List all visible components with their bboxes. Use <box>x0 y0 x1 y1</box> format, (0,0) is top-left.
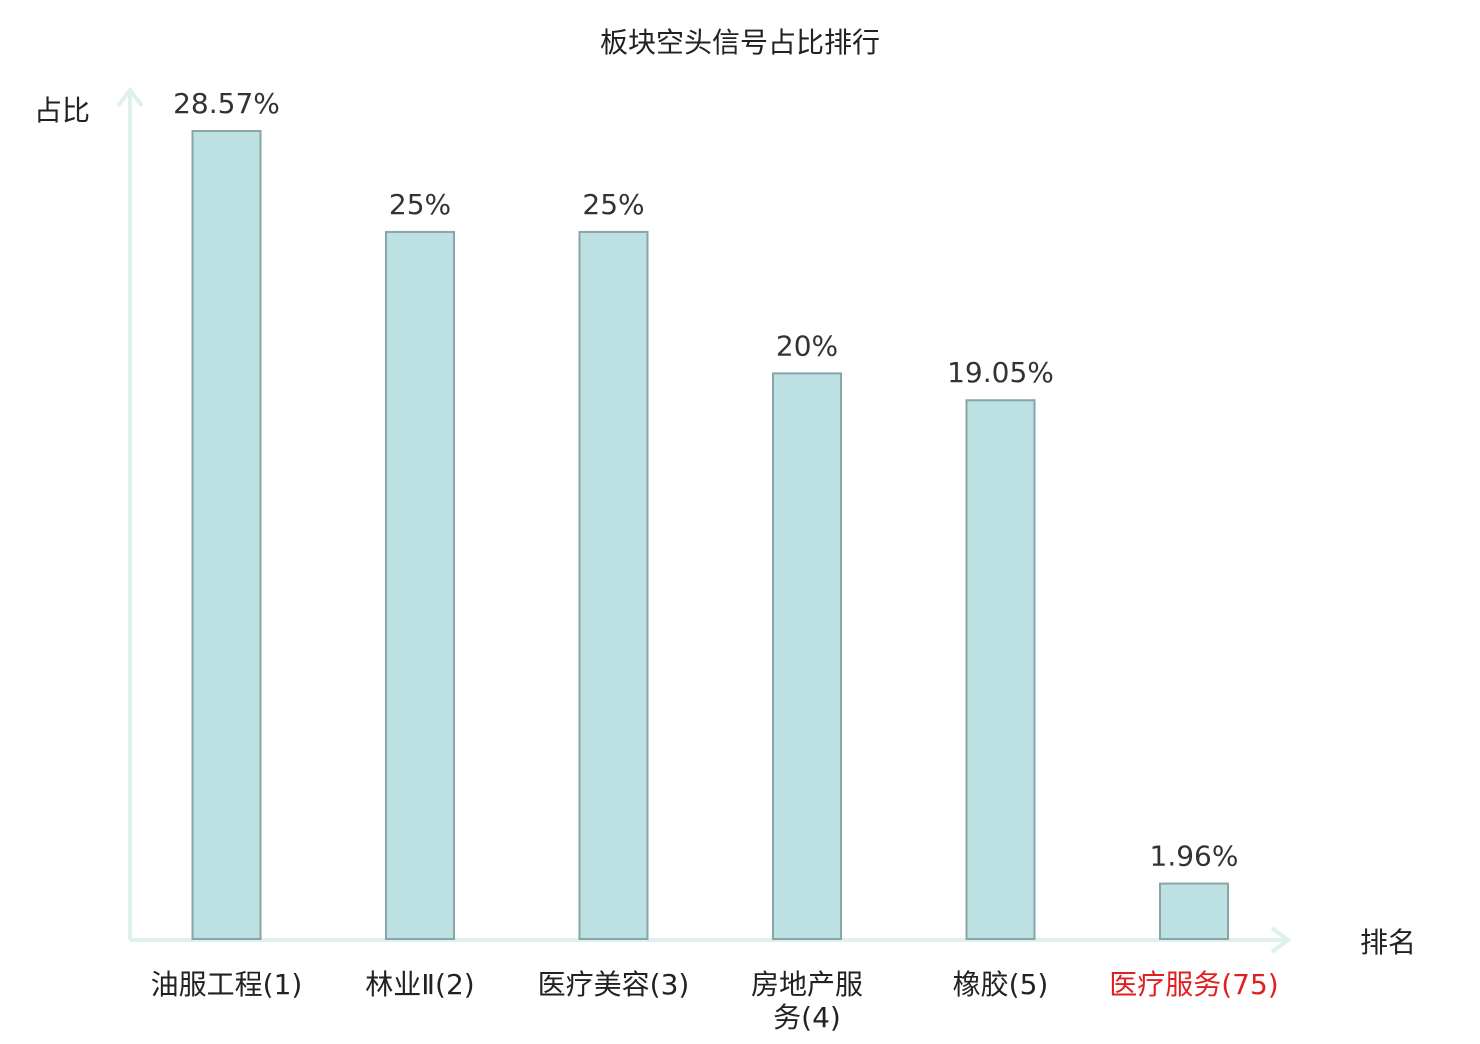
value-label-6: 1.96% <box>1150 840 1239 873</box>
category-label-line: 务(4) <box>773 1001 841 1034</box>
category-label-line: 医疗服务(75) <box>1109 968 1278 1001</box>
category-label-3: 医疗美容(3) <box>538 968 690 1001</box>
bar-3 <box>578 230 649 940</box>
category-label-5: 橡胶(5) <box>953 968 1049 1001</box>
category-label-line: 橡胶(5) <box>953 968 1049 1001</box>
category-label-line: 油服工程(1) <box>151 968 303 1001</box>
bar-6 <box>1159 882 1229 940</box>
x-axis-label: 排名 <box>1360 926 1416 959</box>
category-label-6: 医疗服务(75) <box>1109 968 1278 1001</box>
chart-title: 板块空头信号占比排行 <box>600 26 880 59</box>
category-labels-layer: 油服工程(1) 林业Ⅱ(2) 医疗美容(3) 房地产服务(4) 橡胶(5) 医疗服务(75… <box>151 968 1279 1034</box>
bars-layer <box>191 130 1229 940</box>
value-label-2: 25% <box>389 188 451 221</box>
bar-4 <box>772 372 842 940</box>
category-label-line: 林业Ⅱ(2) <box>365 968 474 1001</box>
y-axis-label: 占比 <box>34 94 90 127</box>
y-axis-arrow-icon <box>116 86 144 108</box>
bar-2 <box>385 230 455 940</box>
category-label-2: 林业Ⅱ(2) <box>365 968 474 1001</box>
value-labels-layer: 28.57% 25% 25% 20% 19.05% 1.96% <box>173 87 1238 873</box>
category-label-line: 房地产服 <box>751 968 863 1001</box>
bar-5 <box>965 399 1036 940</box>
bar-1 <box>191 130 262 940</box>
value-label-3: 25% <box>582 188 644 221</box>
category-label-1: 油服工程(1) <box>151 968 303 1001</box>
category-label-4: 房地产服务(4) <box>751 968 863 1034</box>
value-label-4: 20% <box>776 329 838 362</box>
value-label-1: 28.57% <box>173 87 280 120</box>
category-label-line: 医疗美容(3) <box>538 968 690 1001</box>
axes <box>116 86 1292 954</box>
x-axis-arrow-icon <box>1270 926 1292 954</box>
value-label-5: 19.05% <box>947 356 1054 389</box>
